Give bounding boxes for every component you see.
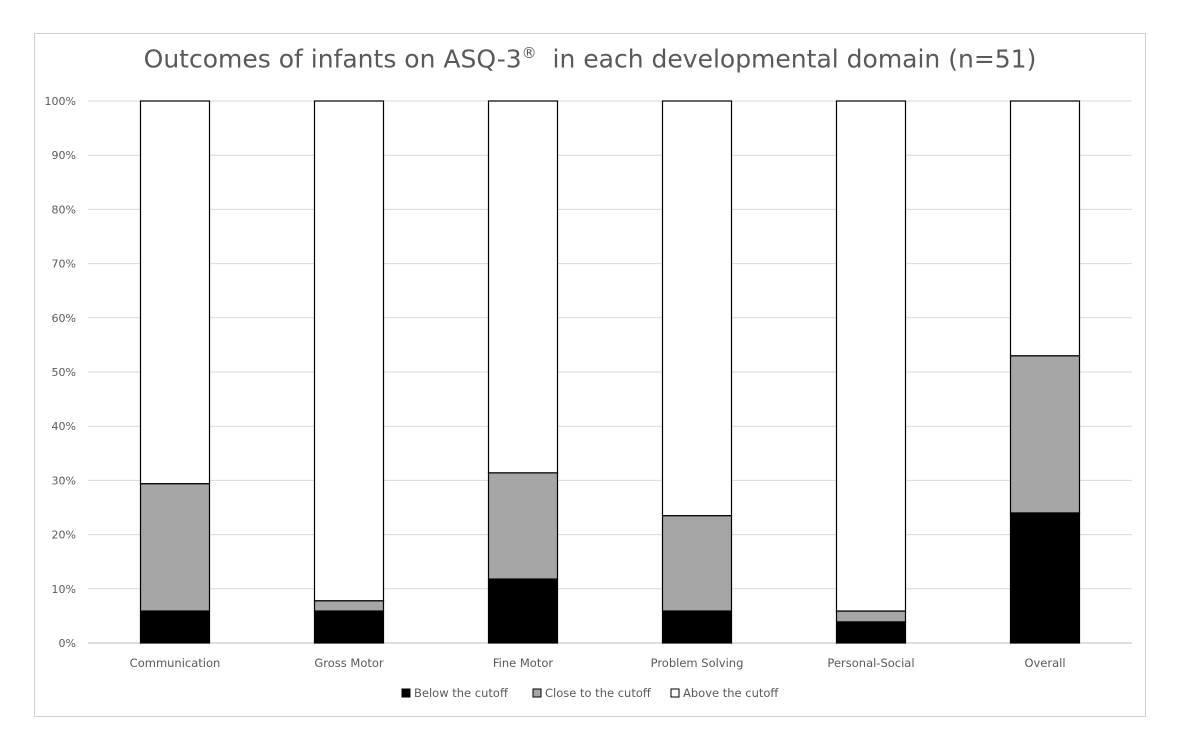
y-tick-label: 100% bbox=[45, 95, 76, 108]
bar-segment bbox=[487, 578, 559, 644]
bar-segment bbox=[661, 610, 733, 644]
bar-segment bbox=[313, 600, 385, 612]
y-tick-label: 60% bbox=[52, 312, 76, 325]
bar-segment bbox=[139, 100, 211, 485]
legend-swatch bbox=[401, 688, 411, 698]
x-tick-label: Problem Solving bbox=[651, 656, 744, 670]
x-tick-label: Communication bbox=[130, 656, 221, 670]
y-tick-label: 90% bbox=[52, 149, 76, 162]
legend: Below the cutoff Close to the cutoff Above… bbox=[401, 686, 779, 700]
y-tick-label: 20% bbox=[52, 529, 76, 542]
y-tick-label: 10% bbox=[52, 583, 76, 596]
bar-segment bbox=[313, 100, 385, 602]
gridlines bbox=[88, 100, 1132, 644]
y-tick-label: 80% bbox=[52, 203, 76, 216]
bar-segment bbox=[835, 100, 907, 612]
legend-label: Close to the cutoff bbox=[545, 686, 652, 700]
y-tick-label: 0% bbox=[59, 637, 76, 650]
y-axis-ticks: 0% 10% 20% 30% 40% 50% 60% 70% 80% 90% 100% bbox=[45, 95, 76, 650]
x-tick-label: Overall bbox=[1024, 656, 1065, 670]
bar-segment bbox=[1009, 512, 1081, 644]
chart-title: Outcomes of infants on ASQ-3® in each de… bbox=[143, 44, 1037, 74]
x-tick-label: Fine Motor bbox=[493, 656, 553, 670]
legend-swatch bbox=[532, 688, 542, 698]
bar-segment bbox=[139, 483, 211, 612]
bar-segment bbox=[487, 100, 559, 474]
bars bbox=[139, 100, 1081, 644]
bar-segment bbox=[1009, 355, 1081, 514]
y-tick-label: 50% bbox=[52, 366, 76, 379]
bar-segment bbox=[1009, 100, 1081, 357]
legend-label: Above the cutoff bbox=[683, 686, 779, 700]
x-tick-label: Gross Motor bbox=[314, 656, 384, 670]
bar-segment bbox=[835, 610, 907, 623]
y-tick-label: 70% bbox=[52, 258, 76, 271]
legend-swatch bbox=[670, 688, 680, 698]
bar-segment bbox=[661, 515, 733, 612]
bar-segment bbox=[835, 621, 907, 644]
bar-segment bbox=[661, 100, 733, 517]
bar-segment bbox=[487, 472, 559, 580]
bar-segment bbox=[139, 610, 211, 644]
x-axis-labels: Communication Gross Motor Fine Motor Proble… bbox=[130, 656, 1066, 670]
y-tick-label: 40% bbox=[52, 420, 76, 433]
chart-frame bbox=[34, 33, 1146, 717]
y-tick-label: 30% bbox=[52, 474, 76, 487]
x-tick-label: Personal-Social bbox=[827, 656, 914, 670]
legend-label: Below the cutoff bbox=[414, 686, 509, 700]
bar-segment bbox=[313, 610, 385, 644]
